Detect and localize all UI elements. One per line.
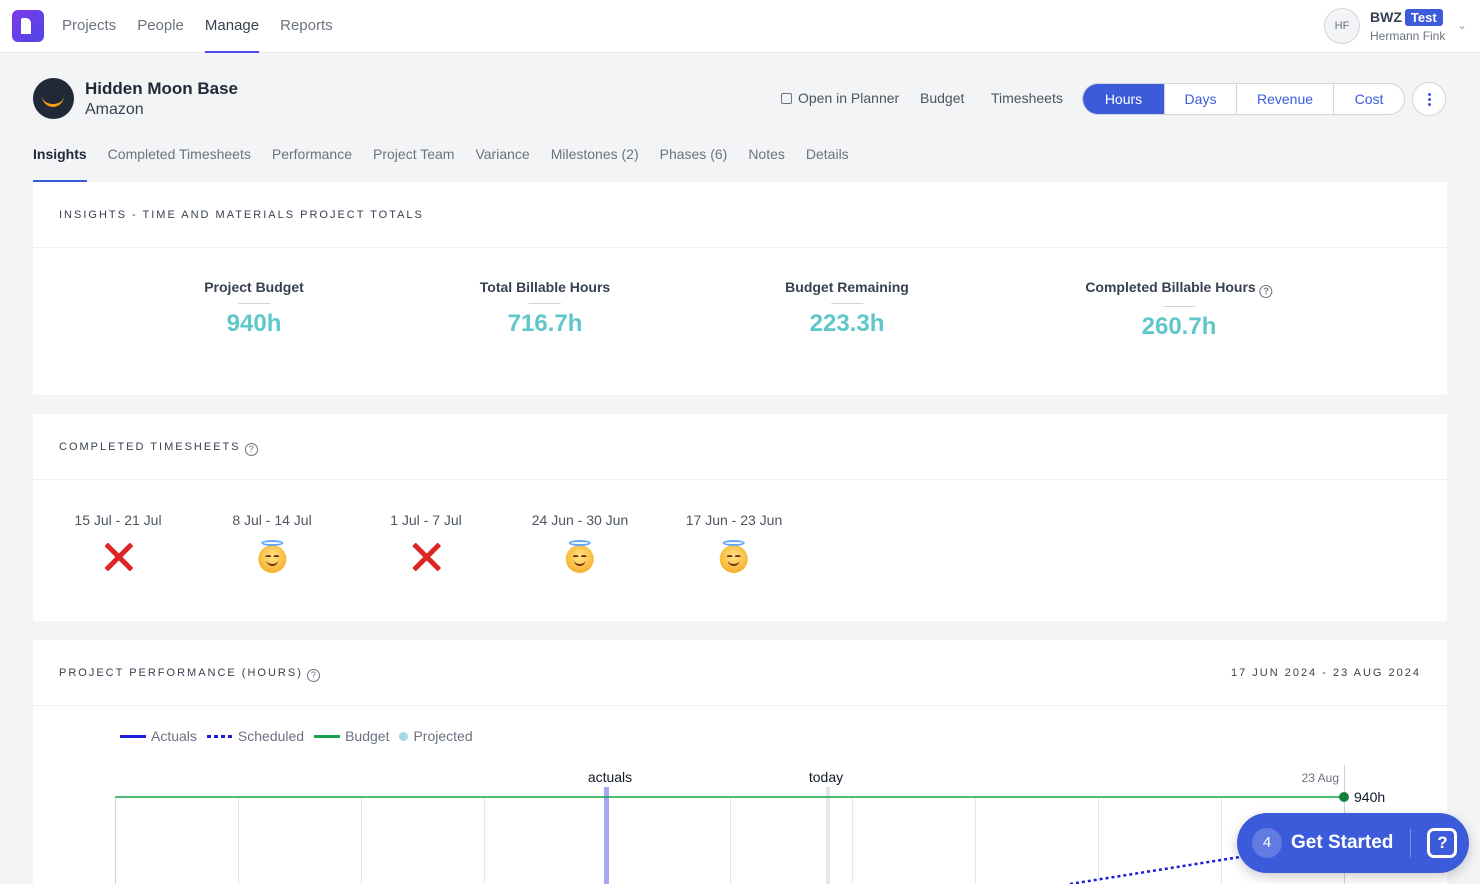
performance-title: PROJECT PERFORMANCE (HOURS)?: [59, 667, 320, 682]
completed-timesheets-card: COMPLETED TIMESHEETS?: [33, 414, 1447, 621]
org-label: BWZ: [1370, 9, 1402, 25]
performance-date-range: 17 JUN 2024 - 23 AUG 2024: [1230, 667, 1421, 679]
budget-link[interactable]: Budget: [920, 90, 965, 106]
account-chevron-down-icon[interactable]: ⌄: [1457, 18, 1468, 32]
stat-value: 940h: [226, 310, 282, 337]
units-toggle: Hours Days Revenue Cost: [1082, 83, 1405, 115]
org-name[interactable]: BWZ Test: [1370, 9, 1443, 26]
week-item[interactable]: 24 Jun - 30 Jun: [531, 512, 629, 573]
tab-phases[interactable]: Phases (6): [659, 146, 728, 162]
planner-icon: [781, 93, 792, 104]
project-performance-card: PROJECT PERFORMANCE (HOURS)? 17 JUN 2024…: [33, 640, 1447, 884]
timesheets-title-text: COMPLETED TIMESHEETS: [59, 441, 241, 453]
smiling-face-with-halo-icon: [719, 540, 749, 573]
tab-milestones[interactable]: Milestones (2): [550, 146, 639, 162]
open-in-planner-link[interactable]: Open in Planner: [781, 90, 899, 106]
tab-performance[interactable]: Performance: [271, 146, 353, 162]
week-item[interactable]: 17 Jun - 23 Jun: [685, 512, 783, 573]
week-label: 24 Jun - 30 Jun: [531, 512, 629, 528]
tab-completed-timesheets[interactable]: Completed Timesheets: [107, 146, 251, 162]
legend-label: Actuals: [151, 728, 197, 744]
stat-label-text: Completed Billable Hours: [1085, 279, 1256, 295]
cross-mark-icon: [411, 542, 441, 572]
tab-variance[interactable]: Variance: [475, 146, 530, 162]
performance-card-header: PROJECT PERFORMANCE (HOURS)? 17 JUN 2024…: [33, 640, 1447, 706]
get-started-count: 4: [1252, 828, 1282, 858]
help-icon[interactable]: ?: [244, 443, 258, 456]
user-avatar[interactable]: HF: [1324, 8, 1360, 44]
help-chat-icon: ?: [1427, 828, 1458, 858]
get-started-button[interactable]: 4 Get Started ?: [1237, 813, 1469, 873]
toggle-hours[interactable]: Hours: [1083, 84, 1164, 114]
test-badge: Test: [1404, 9, 1443, 26]
smiling-face-with-halo-icon: [565, 540, 595, 573]
legend-projected[interactable]: Projected: [399, 728, 473, 744]
timesheets-card-header: COMPLETED TIMESHEETS?: [33, 414, 1447, 480]
stat-budget-remaining: Budget Remaining 223.3h: [785, 279, 909, 338]
legend-label: Budget: [345, 728, 390, 744]
stat-total-billable-hours: Total Billable Hours 716.7h: [480, 279, 610, 338]
get-started-label: Get Started: [1291, 832, 1394, 853]
week-label: 15 Jul - 21 Jul: [74, 512, 162, 528]
stat-value: 223.3h: [809, 310, 885, 337]
stat-value: 260.7h: [1141, 313, 1217, 340]
project-client: Amazon: [85, 101, 144, 118]
week-item[interactable]: 15 Jul - 21 Jul: [74, 512, 161, 572]
toggle-days[interactable]: Days: [1164, 84, 1236, 114]
stat-label: Project Budget: [204, 279, 304, 295]
client-logo: [33, 78, 74, 119]
stat-label: Completed Billable Hours?: [1085, 279, 1273, 298]
timesheets-link[interactable]: Timesheets: [991, 90, 1063, 106]
project-title: Hidden Moon Base: [85, 79, 239, 98]
nav-projects[interactable]: Projects: [62, 17, 117, 34]
tab-details[interactable]: Details: [805, 146, 849, 162]
nav-people[interactable]: People: [137, 17, 184, 34]
chart-legend: Actuals Scheduled Budget Projected: [120, 728, 473, 744]
stat-label: Total Billable Hours: [479, 279, 611, 295]
legend-label: Scheduled: [237, 728, 305, 744]
tab-project-team[interactable]: Project Team: [373, 146, 455, 162]
help-icon[interactable]: ?: [306, 669, 320, 682]
insights-title: INSIGHTS - TIME AND MATERIALS PROJECT TO…: [59, 209, 424, 221]
legend-label: Projected: [413, 728, 473, 744]
week-label: 8 Jul - 14 Jul: [232, 512, 312, 528]
performance-title-text: PROJECT PERFORMANCE (HOURS): [59, 667, 303, 679]
nav-manage[interactable]: Manage: [204, 0, 260, 53]
legend-actuals[interactable]: Actuals: [120, 728, 197, 744]
legend-budget[interactable]: Budget: [314, 728, 389, 744]
smiling-face-with-halo-icon: [257, 540, 287, 573]
project-tabs: Insights Completed Timesheets Performanc…: [33, 134, 849, 182]
week-item[interactable]: 8 Jul - 14 Jul: [232, 512, 312, 573]
stat-label: Budget Remaining: [785, 279, 909, 295]
week-label: 1 Jul - 7 Jul: [390, 512, 462, 528]
help-icon[interactable]: ?: [1259, 285, 1273, 298]
insights-card: INSIGHTS - TIME AND MATERIALS PROJECT TO…: [33, 182, 1447, 395]
open-in-planner-label: Open in Planner: [798, 90, 900, 106]
user-name: Hermann Fink: [1370, 29, 1446, 43]
toggle-revenue[interactable]: Revenue: [1236, 84, 1333, 114]
tab-notes[interactable]: Notes: [748, 146, 785, 162]
timesheets-title: COMPLETED TIMESHEETS?: [59, 441, 258, 456]
stat-completed-billable-hours: Completed Billable Hours? 260.7h: [1085, 279, 1273, 341]
main-nav: Projects People Manage Reports: [62, 0, 333, 53]
insights-card-header: INSIGHTS - TIME AND MATERIALS PROJECT TO…: [33, 182, 1447, 248]
stat-project-budget: Project Budget 940h: [204, 279, 304, 338]
tab-insights[interactable]: Insights: [33, 134, 87, 182]
stat-value: 716.7h: [507, 310, 583, 337]
nav-reports[interactable]: Reports: [280, 17, 333, 34]
week-item[interactable]: 1 Jul - 7 Jul: [390, 512, 462, 572]
more-options-icon[interactable]: [1412, 82, 1446, 116]
cross-mark-icon: [103, 542, 133, 572]
app-logo[interactable]: [12, 10, 44, 42]
week-label: 17 Jun - 23 Jun: [685, 512, 783, 528]
legend-scheduled[interactable]: Scheduled: [206, 728, 305, 744]
toggle-cost[interactable]: Cost: [1333, 84, 1404, 114]
top-navigation-bar: Projects People Manage Reports HF BWZ Tes…: [0, 0, 1480, 53]
